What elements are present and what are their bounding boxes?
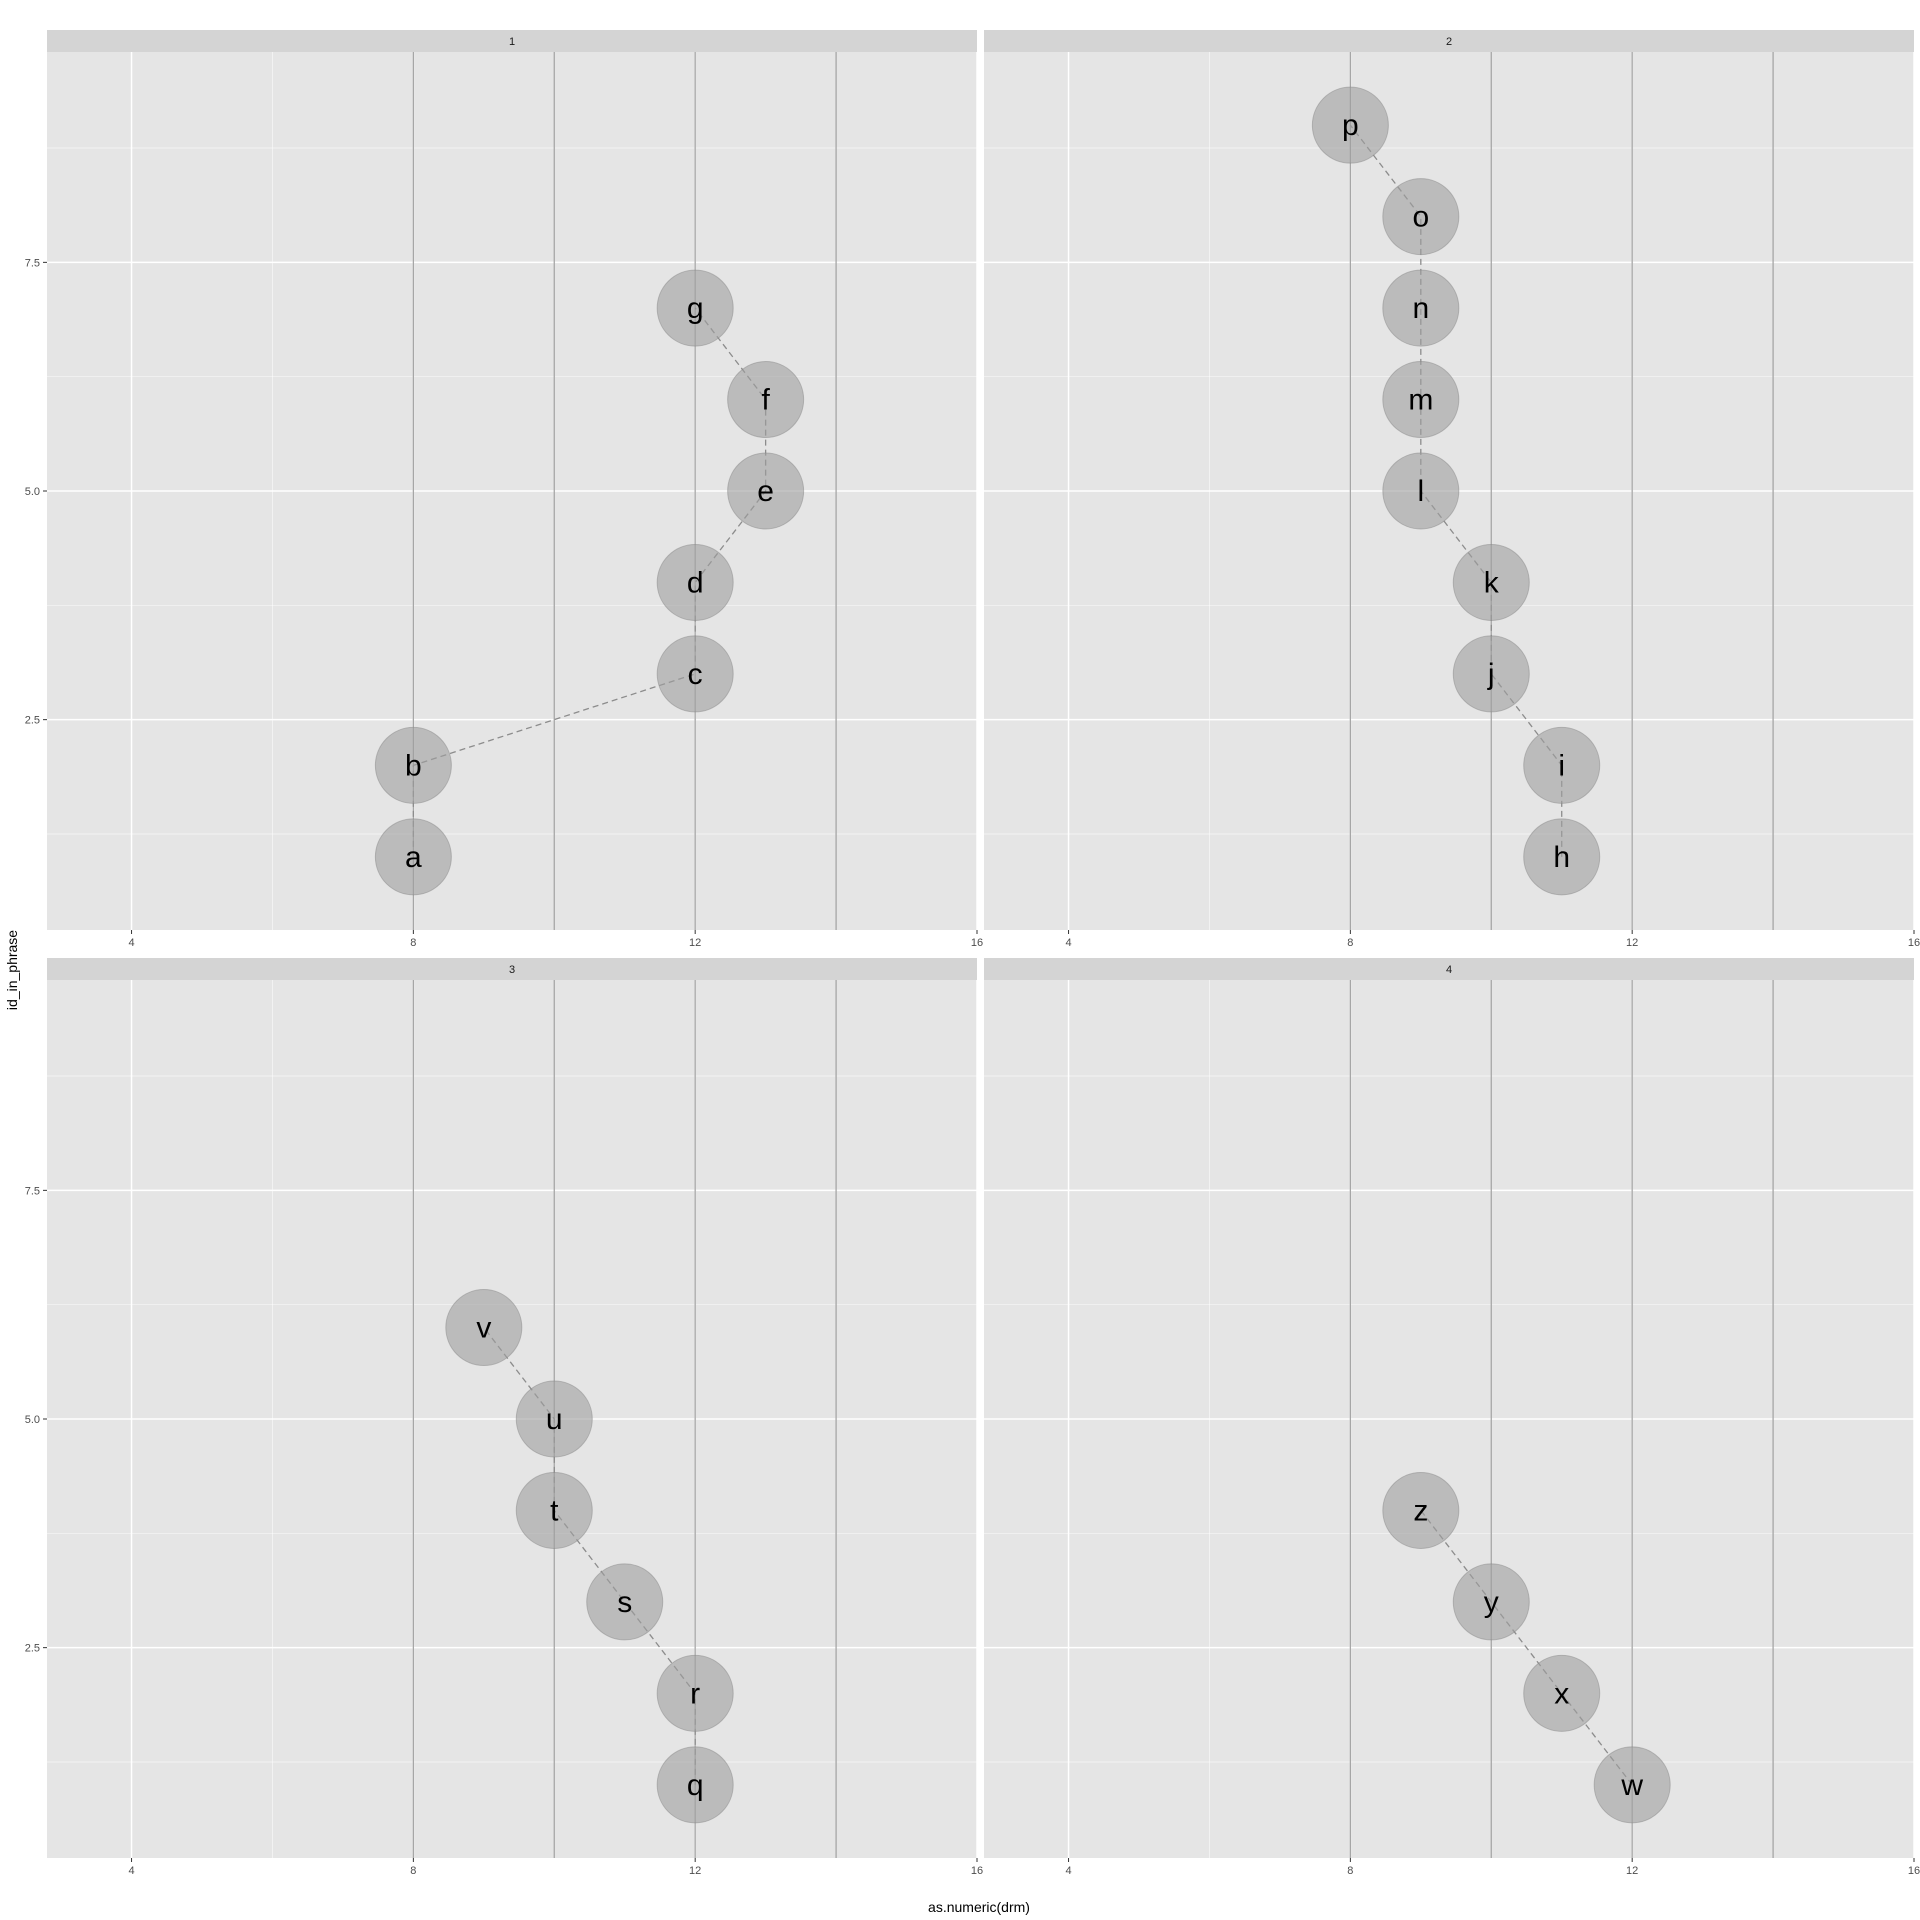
x-tick-label: 4 — [1065, 1865, 1071, 1877]
point-label-b: b — [405, 749, 422, 782]
x-tick-label: 8 — [410, 1865, 416, 1877]
y-axis-title: id_in_phrase — [4, 930, 20, 1010]
point-j — [1452, 635, 1530, 713]
point-label-n: n — [1412, 292, 1429, 325]
facet-strip — [47, 958, 977, 980]
point-label-d: d — [687, 566, 704, 599]
facet-strip-label: 1 — [509, 36, 515, 48]
point-e — [727, 452, 805, 530]
x-tick-label: 4 — [1065, 937, 1071, 949]
point-label-x: x — [1554, 1677, 1569, 1710]
facet-strip-label: 3 — [509, 964, 515, 976]
point-label-l: l — [1417, 475, 1424, 508]
y-tick-label: 7.5 — [25, 1185, 40, 1197]
x-tick-label: 12 — [689, 937, 701, 949]
point-i — [1523, 726, 1601, 804]
point-label-h: h — [1553, 841, 1570, 874]
point-p — [1311, 86, 1389, 164]
point-x — [1523, 1654, 1601, 1732]
point-s — [586, 1563, 664, 1641]
x-tick-label: 12 — [689, 1865, 701, 1877]
point-b — [374, 726, 452, 804]
point-n — [1382, 269, 1460, 347]
point-u — [515, 1380, 593, 1458]
point-d — [656, 543, 734, 621]
facet-strip — [984, 958, 1914, 980]
point-l — [1382, 452, 1460, 530]
point-label-o: o — [1412, 201, 1429, 234]
point-z — [1382, 1471, 1460, 1549]
x-tick-label: 8 — [1347, 1865, 1353, 1877]
point-label-v: v — [476, 1312, 491, 1345]
point-r — [656, 1654, 734, 1732]
x-tick-label: 12 — [1626, 1865, 1638, 1877]
point-label-g: g — [687, 292, 704, 325]
point-label-w: w — [1620, 1769, 1643, 1802]
point-label-j: j — [1487, 658, 1495, 691]
x-tick-label: 16 — [971, 937, 983, 949]
facet-strip — [984, 30, 1914, 52]
point-m — [1382, 361, 1460, 439]
point-label-q: q — [687, 1769, 704, 1802]
point-label-k: k — [1484, 566, 1500, 599]
point-v — [445, 1289, 523, 1367]
point-h — [1523, 818, 1601, 896]
point-label-y: y — [1484, 1586, 1499, 1619]
point-label-f: f — [761, 384, 770, 417]
point-label-r: r — [690, 1677, 700, 1710]
x-tick-label: 16 — [1908, 937, 1920, 949]
y-tick-label: 2.5 — [25, 1643, 40, 1655]
facet-panel-4: 4 4 8 12 16 w x y z — [984, 958, 1920, 1877]
x-tick-label: 4 — [128, 1865, 134, 1877]
point-q — [656, 1746, 734, 1824]
point-label-p: p — [1342, 109, 1359, 142]
x-tick-label: 16 — [1908, 1865, 1920, 1877]
point-label-u: u — [546, 1403, 563, 1436]
y-tick-label: 5.0 — [25, 1414, 40, 1426]
facet-panel-3: 3 4 8 12 16 2.5 5.0 7.5 q r s t u v — [25, 958, 983, 1877]
facets-layer: 1 4 8 12 16 2.5 5.0 7.5 a b c d e f g 2 4 8 12 16 h i j k l m n o p 3… — [25, 30, 1920, 1877]
point-label-a: a — [405, 841, 422, 874]
point-label-t: t — [550, 1494, 559, 1527]
point-label-m: m — [1408, 384, 1433, 417]
x-tick-label: 4 — [128, 937, 134, 949]
connector-line — [1420, 1510, 1633, 1786]
point-a — [374, 818, 452, 896]
facet-panel-2: 2 4 8 12 16 h i j k l m n o p — [984, 30, 1920, 949]
y-tick-label: 5.0 — [25, 486, 40, 498]
point-w — [1593, 1746, 1671, 1824]
point-t — [515, 1471, 593, 1549]
facet-strip-label: 2 — [1446, 36, 1452, 48]
point-label-s: s — [617, 1586, 632, 1619]
point-c — [656, 635, 734, 713]
point-g — [656, 269, 734, 347]
facet-strip — [47, 30, 977, 52]
point-label-e: e — [757, 475, 774, 508]
x-tick-label: 16 — [971, 1865, 983, 1877]
point-label-z: z — [1413, 1494, 1428, 1527]
x-tick-label: 8 — [1347, 937, 1353, 949]
point-label-i: i — [1558, 749, 1565, 782]
x-tick-label: 8 — [410, 937, 416, 949]
y-tick-label: 2.5 — [25, 715, 40, 727]
facet-panel-1: 1 4 8 12 16 2.5 5.0 7.5 a b c d e f g — [25, 30, 983, 949]
point-o — [1382, 178, 1460, 256]
point-f — [727, 361, 805, 439]
facet-strip-label: 4 — [1446, 964, 1452, 976]
point-k — [1452, 543, 1530, 621]
point-label-c: c — [688, 658, 703, 691]
point-y — [1452, 1563, 1530, 1641]
x-axis-title: as.numeric(drm) — [928, 1899, 1030, 1915]
x-tick-label: 12 — [1626, 937, 1638, 949]
y-tick-label: 7.5 — [25, 257, 40, 269]
